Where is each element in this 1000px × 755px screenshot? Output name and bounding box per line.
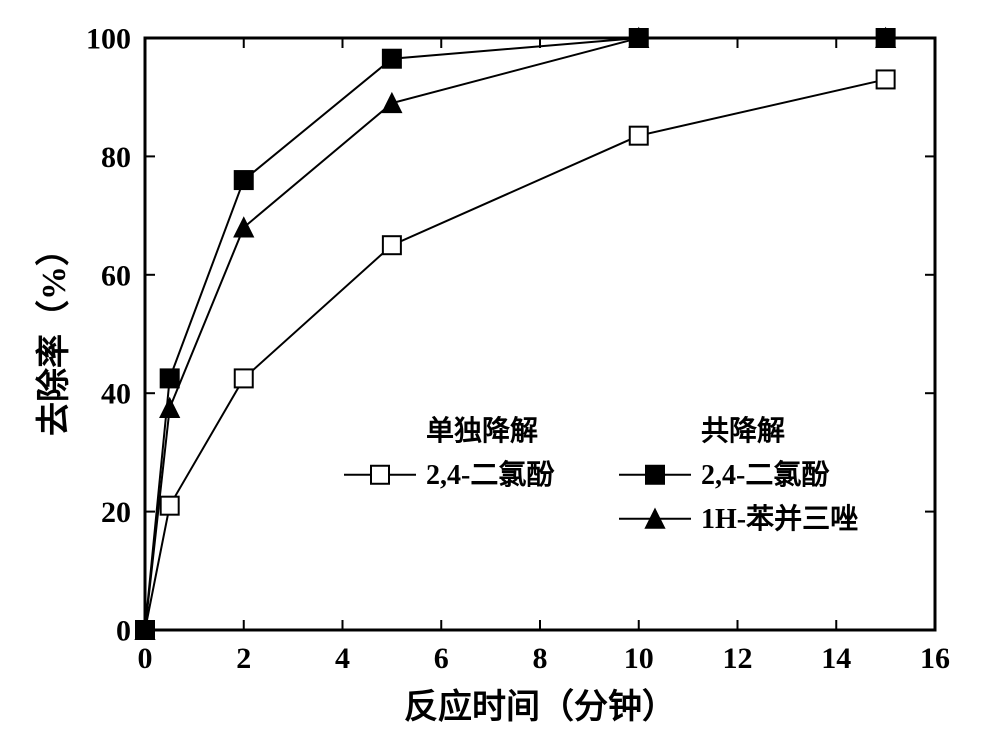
y-tick-label: 0 <box>116 615 131 648</box>
x-tick-label: 10 <box>624 642 654 675</box>
series-open-square-marker <box>161 497 179 515</box>
y-axis-title: 去除率（%） <box>34 232 73 436</box>
y-tick-label: 80 <box>101 141 131 174</box>
y-tick-label: 20 <box>101 496 131 529</box>
series-open-square-marker <box>235 369 253 387</box>
series-open-square-marker <box>383 236 401 254</box>
y-tick-label: 100 <box>86 23 131 56</box>
x-tick-label: 12 <box>723 642 753 675</box>
series-filled-square-marker <box>161 369 179 387</box>
series-filled-square-marker <box>235 171 253 189</box>
legend-marker <box>646 466 664 484</box>
legend-label: 2,4-二氯酚 <box>701 459 830 491</box>
legend-header-left: 单独降解 <box>426 415 538 447</box>
x-tick-label: 6 <box>434 642 449 675</box>
series-open-square-marker <box>630 127 648 145</box>
x-axis-title: 反应时间（分钟） <box>404 687 676 726</box>
series-filled-square-marker <box>383 50 401 68</box>
x-tick-label: 4 <box>335 642 350 675</box>
legend-label: 1H-苯并三唑 <box>701 503 858 535</box>
legend-marker <box>371 466 389 484</box>
x-tick-label: 16 <box>920 642 950 675</box>
chart-container: 0 2 4 6 8 10 12 14 16 0 20 40 60 80 100 反应时间（分钟） 去除率（%） 单… <box>0 0 1000 755</box>
legend-label: 2,4-二氯酚 <box>426 459 555 491</box>
y-tick-label: 60 <box>101 259 131 292</box>
series-open-square-marker <box>877 70 895 88</box>
x-tick-label: 14 <box>821 642 851 675</box>
chart-svg: 0 2 4 6 8 10 12 14 16 0 20 40 60 80 100 反应时间（分钟） 去除率（%） 单… <box>0 0 1000 755</box>
x-tick-label: 0 <box>138 642 153 675</box>
x-tick-label: 2 <box>236 642 251 675</box>
y-tick-label: 40 <box>101 378 131 411</box>
legend-header-right: 共降解 <box>701 415 785 447</box>
x-tick-label: 8 <box>533 642 548 675</box>
